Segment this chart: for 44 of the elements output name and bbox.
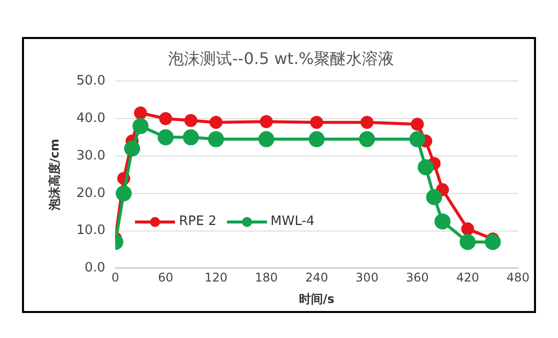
point xyxy=(484,234,501,250)
y-tick-label: 40.0 xyxy=(76,110,106,126)
y-axis-title: 泡沫高度/cm xyxy=(47,138,62,212)
y-tick-label: 30.0 xyxy=(76,148,106,164)
point xyxy=(359,131,376,148)
point xyxy=(134,106,148,120)
x-axis-title: 时间/s xyxy=(298,292,334,306)
point xyxy=(116,185,132,202)
point xyxy=(210,116,223,129)
x-tick-label: 360 xyxy=(406,270,429,285)
point xyxy=(418,159,434,176)
point xyxy=(461,222,474,236)
point xyxy=(409,131,426,148)
point xyxy=(426,189,442,206)
point xyxy=(182,129,199,146)
x-tick-label: 180 xyxy=(254,270,278,285)
y-tick-label: 0.0 xyxy=(84,260,106,276)
point xyxy=(158,129,174,146)
x-tick-label: 60 xyxy=(158,270,174,285)
point xyxy=(260,115,273,128)
point xyxy=(310,116,324,129)
x-tick-label: 480 xyxy=(506,270,530,285)
x-tick-label: 0 xyxy=(112,270,120,285)
point xyxy=(360,116,374,129)
legend-label: RPE 2 xyxy=(179,214,216,229)
y-tick-label: 50.0 xyxy=(76,74,106,89)
x-tick-label: 300 xyxy=(356,270,378,285)
point xyxy=(460,234,476,250)
x-tick-label: 420 xyxy=(456,270,480,285)
x-tick-label: 120 xyxy=(204,270,228,285)
point xyxy=(159,112,172,126)
x-tick-label: 240 xyxy=(305,270,328,285)
point xyxy=(410,118,424,131)
point xyxy=(208,131,224,148)
y-tick-label: 20.0 xyxy=(76,186,106,201)
legend-label: MWL-4 xyxy=(270,214,315,229)
chart-title: 泡沫测试--0.5 wt.%聚醚水溶液 xyxy=(168,48,394,68)
point xyxy=(308,131,325,148)
point xyxy=(184,114,198,127)
point xyxy=(132,118,149,134)
point xyxy=(434,213,450,230)
point xyxy=(258,131,274,148)
point xyxy=(124,140,140,157)
y-tick-label: 10.0 xyxy=(76,223,106,238)
